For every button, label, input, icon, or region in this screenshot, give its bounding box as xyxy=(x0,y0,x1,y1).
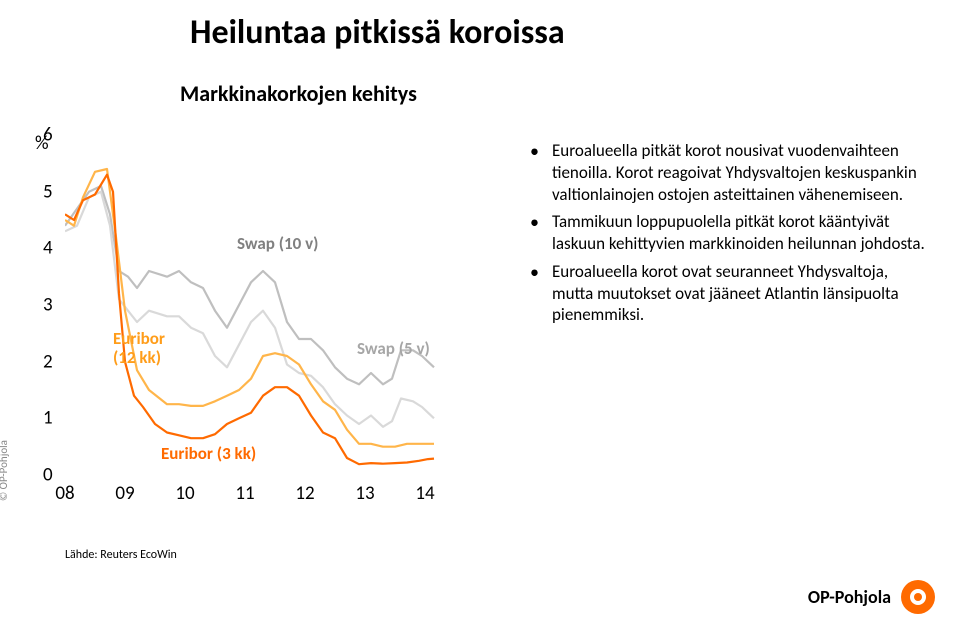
x-tick: 08 xyxy=(55,482,74,505)
bullet-list: Euroalueella pitkät korot nousivat vuode… xyxy=(530,140,930,332)
y-tick: 3 xyxy=(43,294,53,317)
footer-copyright: © OP-Pohjola xyxy=(0,440,10,501)
chart-source: Lähde: Reuters EcoWin xyxy=(65,548,177,562)
y-tick: 0 xyxy=(43,464,53,487)
bullet-item: Euroalueella pitkät korot nousivat vuode… xyxy=(530,140,930,205)
x-tick: 14 xyxy=(415,482,434,505)
footer-logo: OP-Pohjola xyxy=(808,580,935,614)
y-tick: 1 xyxy=(43,407,53,430)
chart-container: Markkinakorkojen kehitys % Swap (10 v)Sw… xyxy=(60,80,500,500)
series-label: Euribor (3 kk) xyxy=(161,445,256,464)
bullet-item: Tammikuun loppupuolella pitkät korot kää… xyxy=(530,211,930,255)
logo-text: OP-Pohjola xyxy=(808,586,891,608)
y-tick: 2 xyxy=(43,350,53,373)
chart-svg xyxy=(65,135,485,475)
series-label: Swap (5 v) xyxy=(357,340,430,359)
y-tick: 5 xyxy=(43,180,53,203)
series-line xyxy=(65,175,434,465)
x-tick: 11 xyxy=(235,482,254,505)
y-tick: 6 xyxy=(43,124,53,147)
chart-plot: Swap (10 v) Swap (5 v) Euribor(12 kk) Eurib… xyxy=(65,135,485,475)
series-label: Swap (10 v) xyxy=(237,235,318,254)
series-label: Euribor(12 kk) xyxy=(113,330,165,367)
x-tick: 09 xyxy=(115,482,134,505)
y-tick: 4 xyxy=(43,237,53,260)
x-tick: 10 xyxy=(175,482,194,505)
page-title: Heiluntaa pitkissä koroissa xyxy=(190,12,565,53)
x-tick: 13 xyxy=(355,482,374,505)
bullet-item: Euroalueella korot ovat seuranneet Yhdys… xyxy=(530,261,930,326)
chart-subtitle: Markkinakorkojen kehitys xyxy=(180,80,417,107)
x-tick: 12 xyxy=(295,482,314,505)
logo-icon xyxy=(901,580,935,614)
